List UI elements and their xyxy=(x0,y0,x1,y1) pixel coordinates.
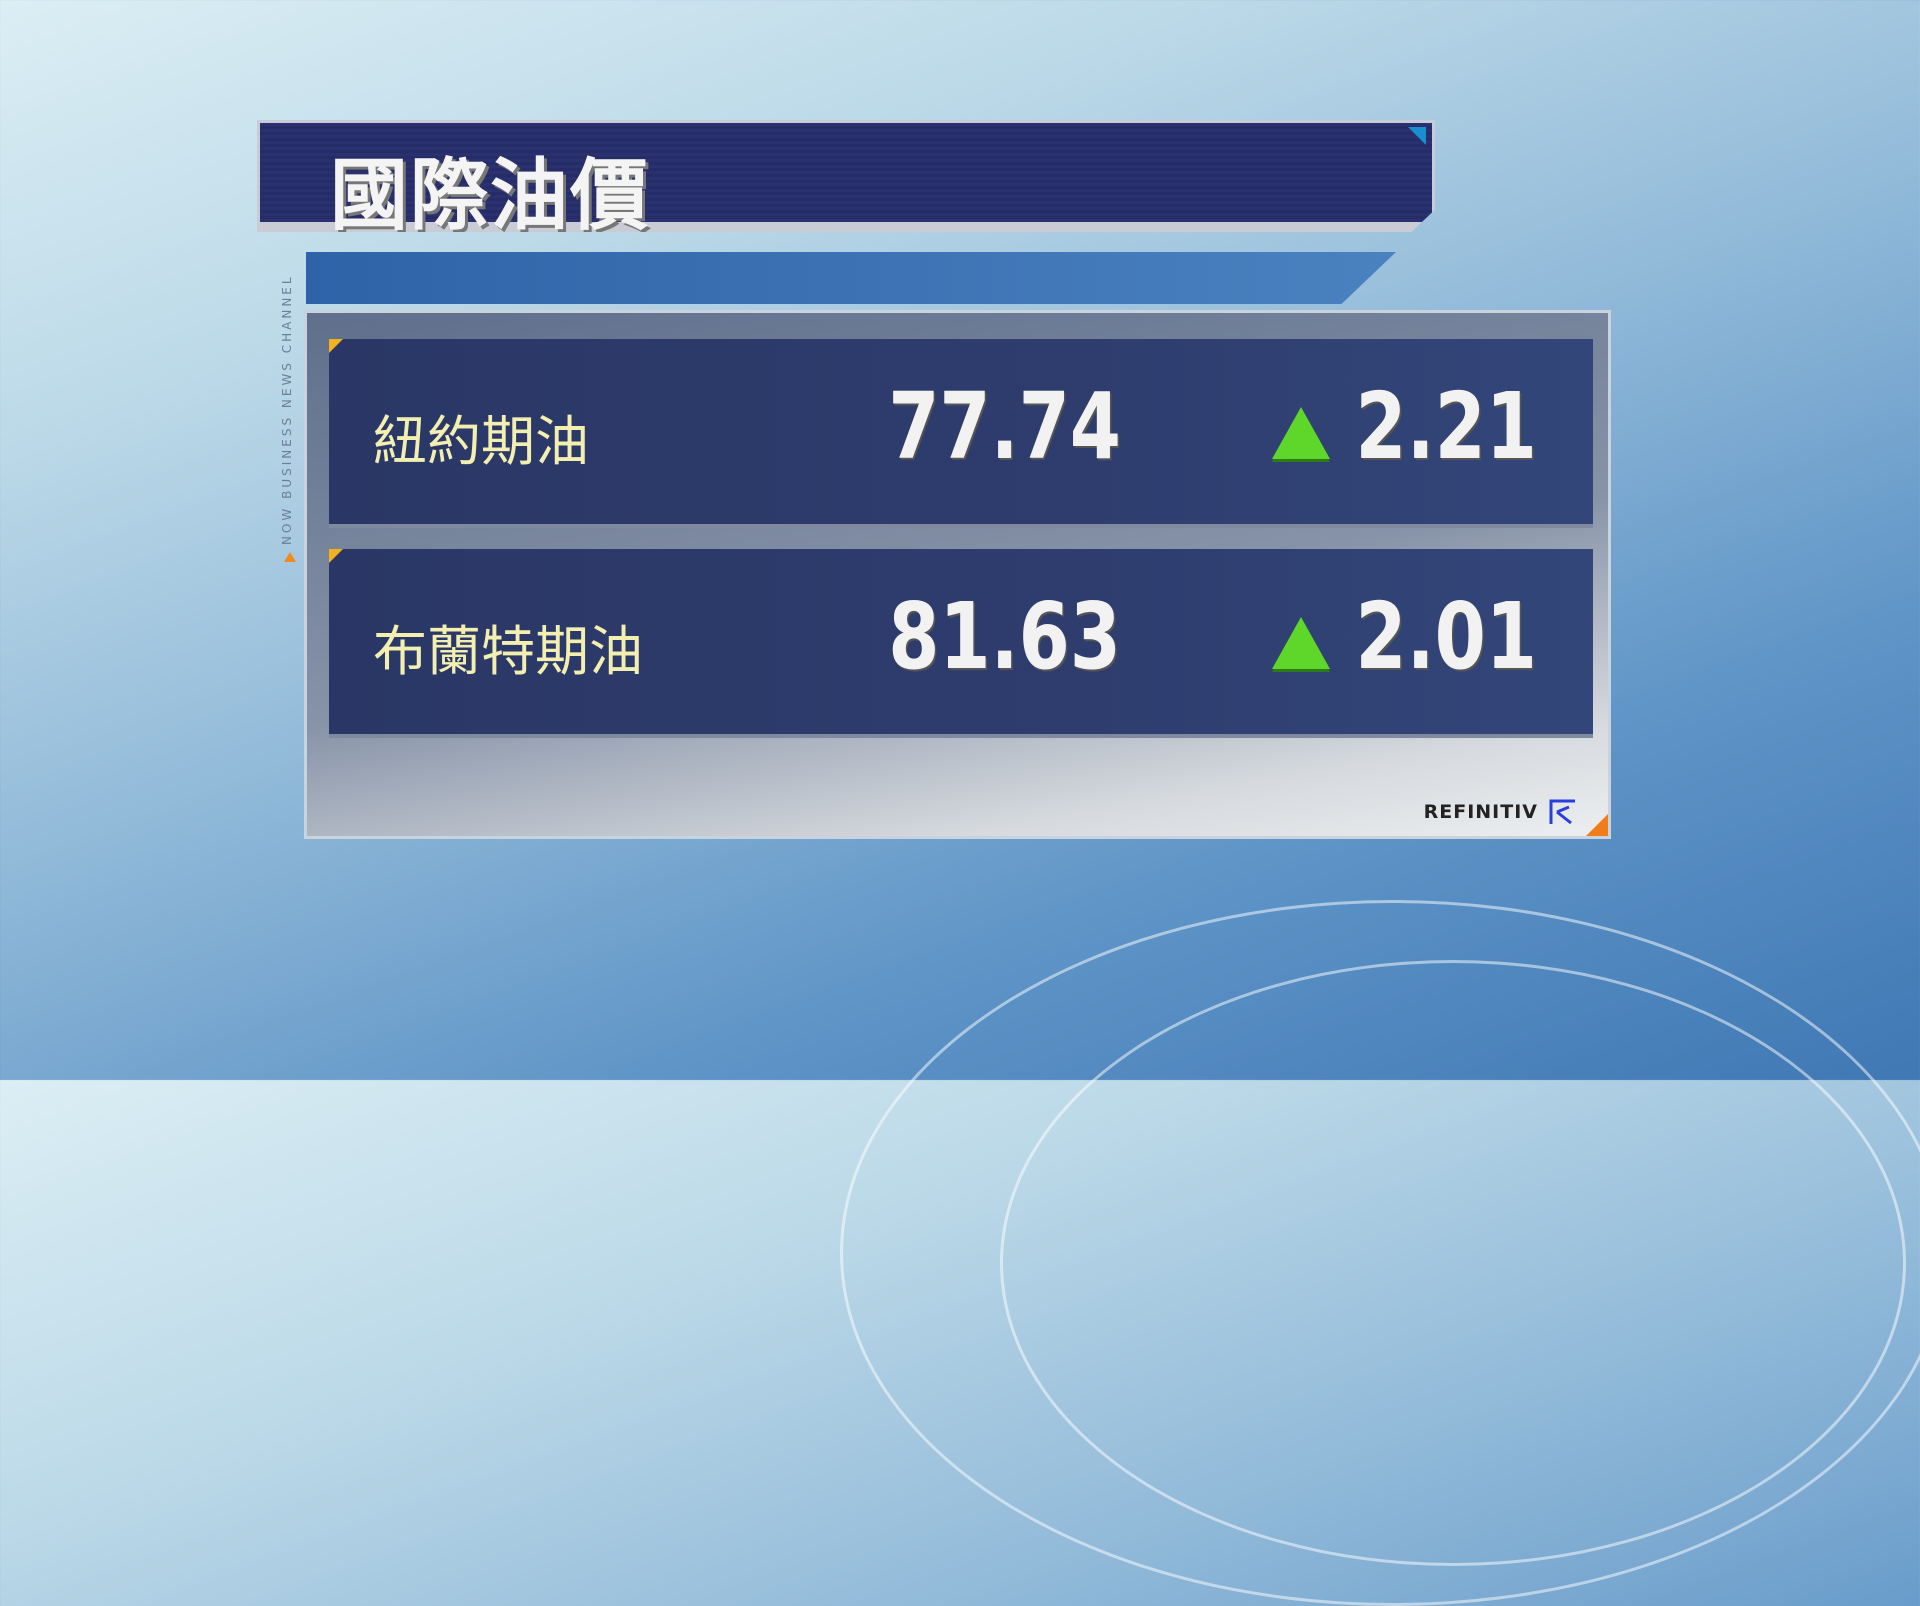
refinitiv-logo-icon xyxy=(1549,799,1575,825)
source-name: REFINITIV xyxy=(1423,801,1538,823)
price-change: 2.21 xyxy=(1355,373,1537,480)
page-title: 國際油價 xyxy=(330,151,651,241)
triangle-up-icon xyxy=(1272,617,1330,669)
triangle-up-icon xyxy=(1272,407,1330,459)
corner-triangle-icon xyxy=(329,339,343,353)
price-value: 81.63 xyxy=(888,583,1121,690)
corner-triangle-icon xyxy=(1586,814,1608,836)
corner-triangle-icon xyxy=(329,549,343,563)
decorative-strip xyxy=(306,252,1396,304)
title-bar: 國際油價 xyxy=(257,120,1435,232)
price-value: 77.74 xyxy=(888,373,1121,480)
triangle-icon xyxy=(284,552,296,562)
background-arc xyxy=(1000,960,1906,1566)
channel-label: NOW BUSINESS NEWS CHANNEL xyxy=(280,274,294,545)
corner-triangle-icon xyxy=(1408,127,1426,145)
source-logo: REFINITIV xyxy=(1424,798,1578,826)
price-row-wti: 紐約期油 77.74 2.21 xyxy=(329,339,1593,528)
commodity-name: 紐約期油 xyxy=(373,410,589,473)
price-change: 2.01 xyxy=(1355,583,1537,690)
price-panel: 紐約期油 77.74 2.21 布蘭特期油 81.63 2.01 REFINIT… xyxy=(304,310,1611,839)
price-row-brent: 布蘭特期油 81.63 2.01 xyxy=(329,549,1593,738)
commodity-name: 布蘭特期油 xyxy=(373,620,643,683)
